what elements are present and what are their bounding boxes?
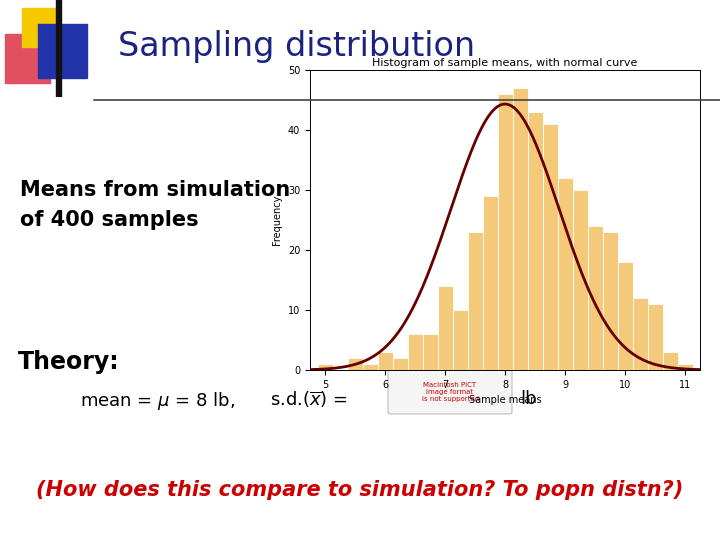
Bar xyxy=(318,364,333,370)
Bar xyxy=(557,178,572,370)
Bar xyxy=(452,310,467,370)
Bar xyxy=(38,24,86,78)
Text: Macintosh PICT
image format
is not supported: Macintosh PICT image format is not suppo… xyxy=(421,382,479,402)
Text: (How does this compare to simulation? To popn distn?): (How does this compare to simulation? To… xyxy=(37,480,683,500)
Bar xyxy=(348,358,362,370)
Bar xyxy=(588,226,603,370)
Text: lb: lb xyxy=(520,390,536,408)
Bar xyxy=(423,334,438,370)
Text: Theory:: Theory: xyxy=(18,350,120,374)
Bar xyxy=(408,334,423,370)
Text: Means from simulation: Means from simulation xyxy=(20,180,290,200)
Bar xyxy=(513,88,528,370)
Bar xyxy=(5,34,50,83)
Bar xyxy=(377,352,392,370)
Bar xyxy=(467,232,482,370)
Bar xyxy=(678,364,693,370)
Text: of 400 samples: of 400 samples xyxy=(20,210,199,230)
Y-axis label: Frequency: Frequency xyxy=(272,195,282,245)
Bar xyxy=(438,286,452,370)
X-axis label: Sample means: Sample means xyxy=(469,395,541,406)
Bar xyxy=(482,196,498,370)
Bar xyxy=(647,304,662,370)
Bar xyxy=(22,8,60,46)
Text: mean = $\mu$ = 8 lb,: mean = $\mu$ = 8 lb, xyxy=(80,390,235,412)
Bar xyxy=(362,364,377,370)
Text: s.d.($\overline{x}$) =: s.d.($\overline{x}$) = xyxy=(270,390,348,410)
Text: Sampling distribution: Sampling distribution xyxy=(118,30,475,63)
Bar xyxy=(542,124,557,370)
Bar xyxy=(528,112,542,370)
Bar xyxy=(392,358,408,370)
Title: Histogram of sample means, with normal curve: Histogram of sample means, with normal c… xyxy=(372,58,638,68)
Bar xyxy=(618,262,632,370)
FancyBboxPatch shape xyxy=(388,370,512,414)
Bar xyxy=(632,298,647,370)
Bar xyxy=(56,0,61,97)
Bar xyxy=(603,232,618,370)
Bar xyxy=(662,352,678,370)
Bar xyxy=(498,94,513,370)
Bar xyxy=(572,190,588,370)
